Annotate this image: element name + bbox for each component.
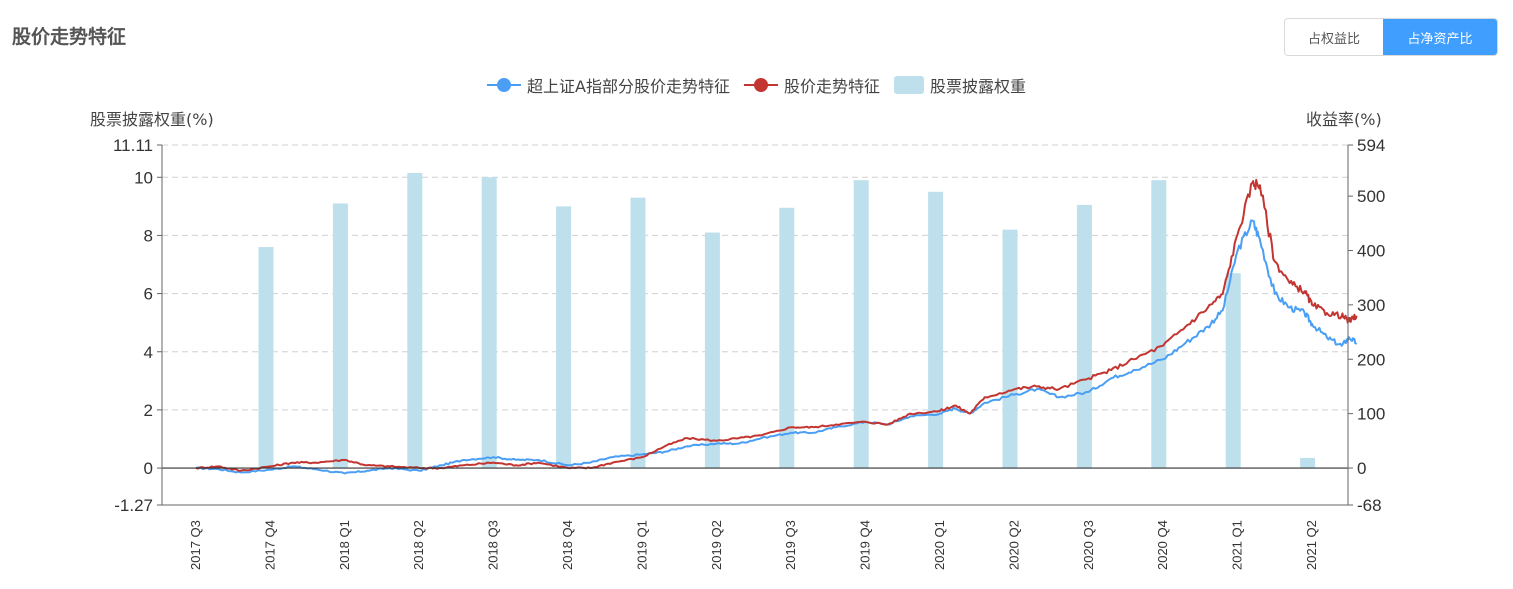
- legend-item-price[interactable]: 股价走势特征: [743, 73, 880, 97]
- weight-bar: [630, 197, 646, 469]
- left-tick-label: 0: [144, 459, 153, 478]
- ratio-toggle: 占权益比 占净资产比: [1284, 18, 1498, 56]
- series-line-price: [195, 178, 1358, 472]
- right-tick-label: -68: [1357, 496, 1382, 515]
- right-tick-label: 500: [1357, 187, 1385, 206]
- right-tick-label: 200: [1357, 350, 1385, 369]
- weight-bar: [481, 177, 497, 469]
- weight-bar: [1076, 204, 1092, 469]
- toggle-equity-ratio[interactable]: 占权益比: [1285, 19, 1383, 55]
- right-tick-label: 100: [1357, 405, 1385, 424]
- x-tick-label: 2017 Q4: [262, 520, 277, 570]
- right-tick-label: 594: [1357, 136, 1385, 155]
- x-tick-label: 2018 Q3: [486, 520, 501, 570]
- right-tick-label: 400: [1357, 241, 1385, 260]
- page-title: 股价走势特征: [12, 26, 127, 48]
- right-tick-label: 300: [1357, 296, 1385, 315]
- toggle-net-asset-ratio[interactable]: 占净资产比: [1383, 19, 1497, 55]
- legend-item-excess[interactable]: 超上证A指部分股价走势特征: [487, 73, 730, 97]
- legend-price-label: 股价走势特征: [783, 77, 880, 96]
- weight-bar: [332, 203, 348, 469]
- right-axis-title: 收益率(%): [1306, 110, 1382, 129]
- weight-bar: [1300, 457, 1316, 469]
- x-tick-label: 2019 Q1: [634, 520, 649, 570]
- left-axis-title: 股票披露权重(%): [90, 110, 214, 129]
- x-tick-label: 2021 Q1: [1230, 520, 1245, 570]
- weight-bar: [1225, 273, 1241, 469]
- weight-bar: [853, 180, 869, 469]
- weight-bar: [928, 191, 944, 469]
- weight-bar: [779, 207, 795, 469]
- x-tick-label: 2020 Q2: [1006, 520, 1021, 570]
- weight-bar: [258, 247, 274, 469]
- legend-excess-symbol: [487, 78, 521, 92]
- legend-weight-symbol: [893, 76, 924, 94]
- left-tick-label: 10: [134, 168, 153, 187]
- legend-weight-label: 股票披露权重: [929, 77, 1026, 96]
- left-tick-label: 6: [144, 285, 153, 304]
- left-tick-label: -1.27: [114, 496, 153, 515]
- x-tick-label: 2017 Q3: [188, 520, 203, 570]
- legend-item-weight[interactable]: 股票披露权重: [893, 73, 1026, 97]
- weight-bar: [1002, 229, 1018, 469]
- x-tick-label: 2020 Q1: [932, 520, 947, 570]
- x-tick-label: 2018 Q1: [337, 520, 352, 570]
- x-tick-label: 2019 Q2: [709, 520, 724, 570]
- legend-excess-label: 超上证A指部分股价走势特征: [527, 77, 730, 96]
- right-tick-label: 0: [1357, 459, 1366, 478]
- x-tick-label: 2018 Q4: [560, 520, 575, 570]
- series-line-excess: [195, 219, 1358, 475]
- x-tick-label: 2018 Q2: [411, 520, 426, 570]
- weight-bar: [556, 206, 572, 469]
- legend-price-symbol: [743, 78, 778, 92]
- x-tick-label: 2020 Q3: [1081, 520, 1096, 570]
- left-tick-label: 4: [144, 343, 153, 362]
- x-tick-label: 2019 Q3: [783, 520, 798, 570]
- left-tick-label: 11.11: [113, 136, 153, 155]
- weight-bar: [1151, 180, 1167, 469]
- weight-bar: [704, 232, 720, 469]
- weight-bar: [407, 172, 423, 469]
- x-tick-label: 2019 Q4: [858, 520, 873, 570]
- x-tick-label: 2021 Q2: [1304, 520, 1319, 570]
- left-tick-label: 8: [144, 226, 153, 245]
- left-tick-label: 2: [144, 401, 153, 420]
- chart-legend: 超上证A指部分股价走势特征 股价走势特征 股票披露权重: [0, 72, 1513, 98]
- x-tick-label: 2020 Q4: [1155, 520, 1170, 570]
